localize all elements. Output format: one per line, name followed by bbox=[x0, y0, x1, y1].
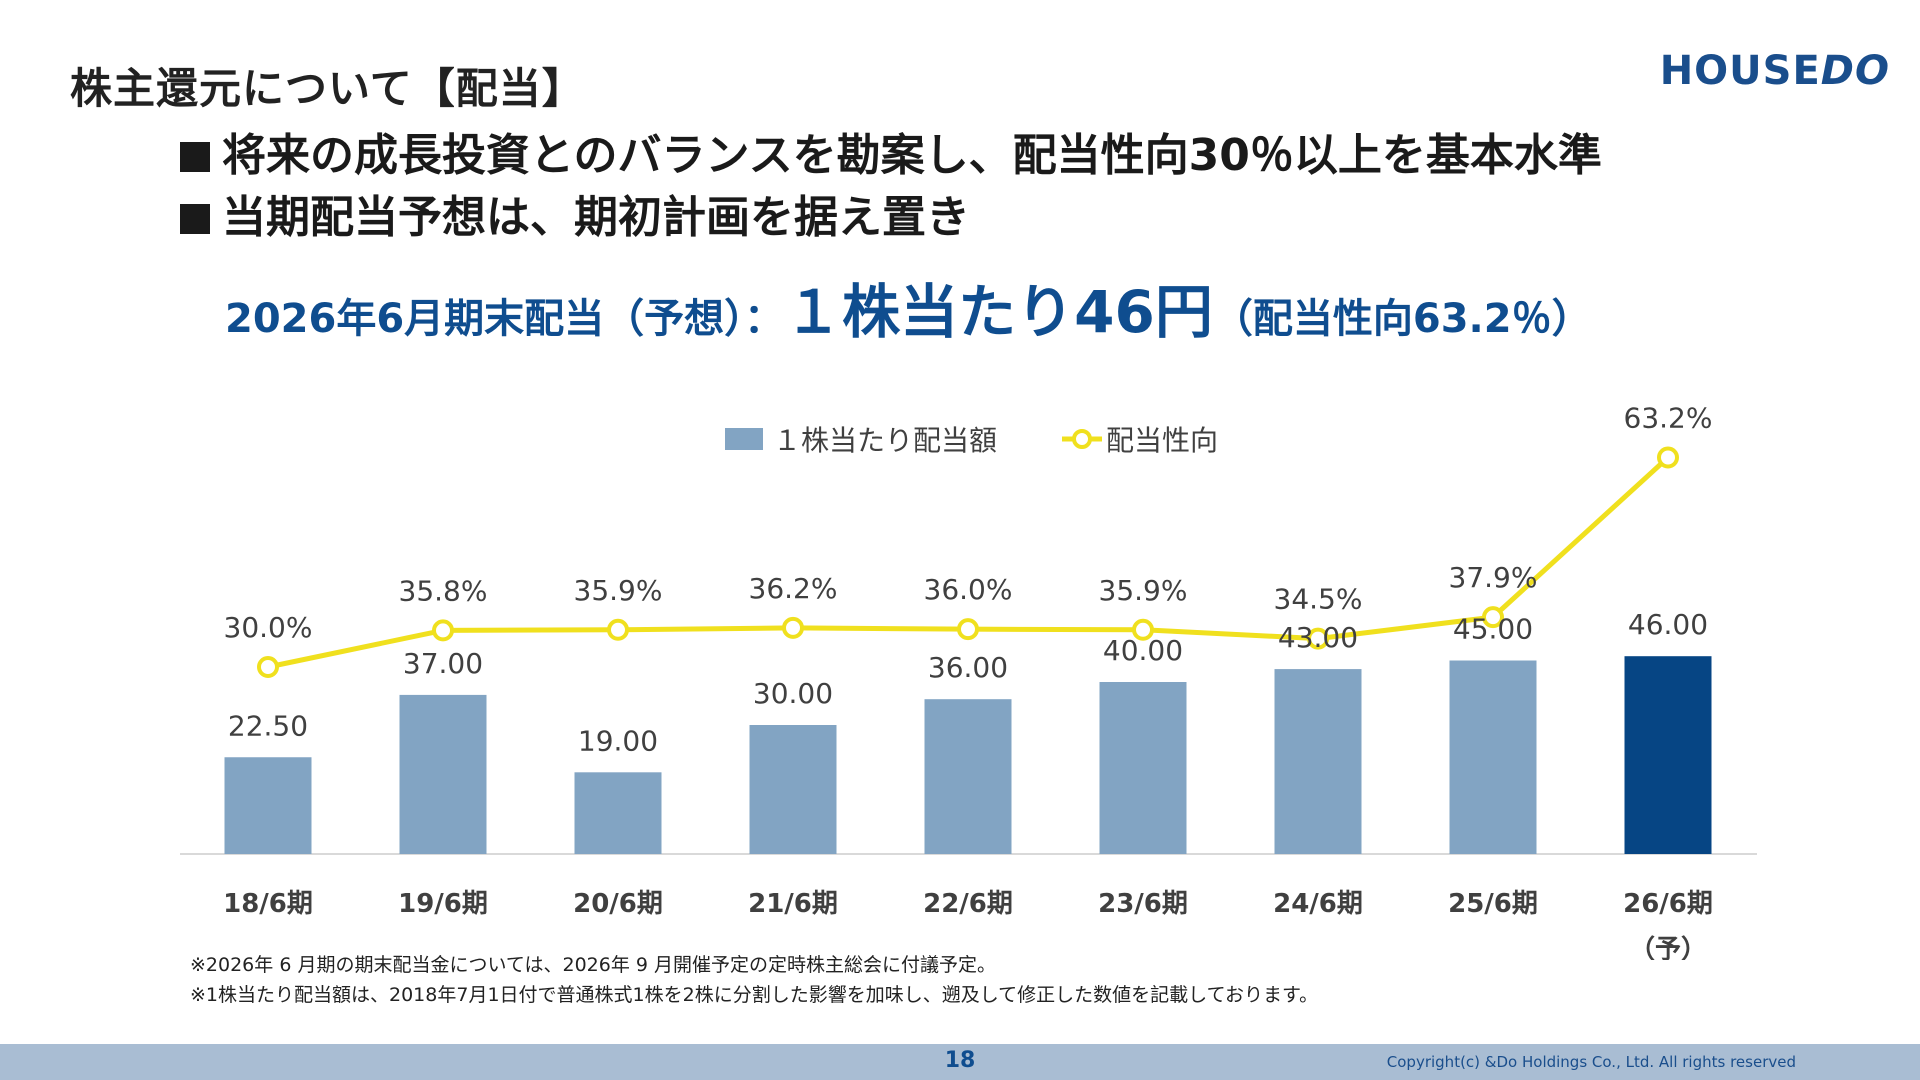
bar-value-label: 46.00 bbox=[1628, 608, 1708, 641]
footnotes: ※2026年 6 月期の期末配当金については、2026年 9 月開催予定の定時株… bbox=[190, 950, 1318, 1010]
page-title: 株主還元について【配当】 bbox=[70, 64, 585, 113]
bar-value-label: 37.00 bbox=[403, 647, 483, 680]
x-tick-label: 21/6期 bbox=[748, 889, 838, 919]
footer-bar: 18 Copyright(c) &Do Holdings Co., Ltd. A… bbox=[0, 1044, 1920, 1080]
headline-amount: １株当たり46円 bbox=[784, 278, 1213, 346]
payout-value-label: 36.0% bbox=[924, 573, 1013, 606]
payout-value-label: 35.9% bbox=[574, 574, 663, 607]
payout-value-label: 36.2% bbox=[749, 572, 838, 605]
payout-value-label: 35.8% bbox=[399, 574, 488, 607]
legend-bar-swatch bbox=[725, 428, 763, 450]
payout-value-label: 34.5% bbox=[1274, 583, 1363, 616]
bullet-text: 当期配当予想は、期初計画を据え置き bbox=[222, 192, 970, 243]
bar-value-label: 45.00 bbox=[1453, 613, 1533, 646]
headline-period: 2026年6月期末配当（予想）： bbox=[225, 296, 785, 342]
bar-24/6期 bbox=[1274, 669, 1362, 854]
bar-value-label: 30.00 bbox=[753, 677, 833, 710]
x-tick-label: 24/6期 bbox=[1273, 889, 1363, 919]
x-tick-label: 19/6期 bbox=[398, 889, 488, 919]
bullet-item: 当期配当予想は、期初計画を据え置き bbox=[180, 187, 1602, 249]
x-tick-label: 25/6期 bbox=[1448, 889, 1538, 919]
bar-22/6期 bbox=[924, 699, 1012, 854]
bar-value-label: 22.50 bbox=[228, 709, 308, 742]
payout-point-25/6期 bbox=[1482, 606, 1504, 629]
bar-20/6期 bbox=[574, 772, 662, 854]
bar-value-label: 43.00 bbox=[1278, 621, 1358, 654]
bar-21/6期 bbox=[749, 725, 837, 854]
legend-line-label: 配当性向 bbox=[1106, 424, 1218, 457]
bullet-list: 将来の成長投資とのバランスを勘案し、配当性向30％以上を基本水準 当期配当予想は… bbox=[180, 125, 1602, 249]
payout-point-24/6期 bbox=[1307, 627, 1329, 650]
payout-value-label: 37.9% bbox=[1449, 561, 1538, 594]
bar-value-label: 40.00 bbox=[1103, 634, 1183, 667]
bar-value-label: 36.00 bbox=[928, 651, 1008, 684]
payout-point-20/6期 bbox=[607, 618, 629, 641]
square-bullet-icon bbox=[180, 142, 210, 172]
payout-value-label: 30.0% bbox=[224, 611, 313, 644]
x-tick-label: 22/6期 bbox=[923, 889, 1013, 919]
dividend-headline: 2026年6月期末配当（予想）：１株当たり46円（配当性向63.2％） bbox=[225, 265, 1592, 349]
bar-23/6期 bbox=[1099, 682, 1187, 854]
payout-point-26/6期 bbox=[1657, 446, 1679, 469]
payout-value-label: 63.2% bbox=[1624, 402, 1713, 435]
bar-19/6期 bbox=[399, 694, 487, 854]
dividend-chart: 22.50 37.00 19.00 30.00 36.00 40.00 43.00 45.00… bbox=[180, 402, 1757, 960]
bar-value-label: 19.00 bbox=[578, 724, 658, 757]
payout-point-21/6期 bbox=[782, 616, 804, 639]
footnote: ※1株当たり配当額は、2018年7月1日付で普通株式1株を2株に分割した影響を加… bbox=[190, 984, 1319, 1006]
bar-26/6期 bbox=[1624, 656, 1712, 854]
logo-main: HOUSE bbox=[1659, 48, 1821, 94]
legend-line-marker bbox=[1072, 429, 1092, 449]
bar-18/6期 bbox=[224, 757, 312, 854]
bar-25/6期 bbox=[1449, 660, 1537, 854]
logo-accent: DO bbox=[1820, 48, 1890, 94]
x-tick-label: 23/6期 bbox=[1098, 889, 1188, 919]
payout-point-19/6期 bbox=[432, 619, 454, 642]
bullet-text: 将来の成長投資とのバランスを勘案し、配当性向30％以上を基本水準 bbox=[222, 130, 1602, 181]
x-tick-sublabel: （予） bbox=[1629, 935, 1707, 960]
x-tick-label: 18/6期 bbox=[223, 889, 313, 919]
copyright-text: Copyright(c) &Do Holdings Co., Ltd. All … bbox=[1386, 1053, 1796, 1071]
headline-payout: （配当性向63.2％） bbox=[1212, 296, 1592, 342]
page-number: 18 bbox=[944, 1048, 976, 1073]
footnote: ※2026年 6 月期の期末配当金については、2026年 9 月開催予定の定時株… bbox=[190, 954, 997, 976]
payout-point-18/6期 bbox=[257, 656, 279, 678]
house-do-logo: HOUSEDO bbox=[1660, 48, 1890, 94]
legend-bar-label: １株当たり配当額 bbox=[773, 424, 997, 457]
x-tick-label: 26/6期 bbox=[1623, 889, 1713, 919]
x-tick-label: 20/6期 bbox=[573, 889, 663, 919]
payout-value-label: 35.9% bbox=[1099, 574, 1188, 607]
square-bullet-icon bbox=[180, 204, 210, 234]
payout-point-23/6期 bbox=[1132, 618, 1154, 641]
payout-point-22/6期 bbox=[957, 618, 979, 641]
bullet-item: 将来の成長投資とのバランスを勘案し、配当性向30％以上を基本水準 bbox=[180, 125, 1602, 187]
